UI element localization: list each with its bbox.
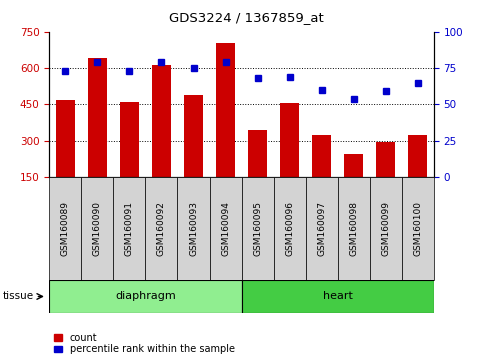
Text: GSM160093: GSM160093 xyxy=(189,201,198,256)
Text: GSM160100: GSM160100 xyxy=(413,201,423,256)
Text: GSM160098: GSM160098 xyxy=(349,201,358,256)
Bar xyxy=(113,177,145,280)
Bar xyxy=(280,103,299,177)
Text: GSM160089: GSM160089 xyxy=(61,201,70,256)
Bar xyxy=(338,177,370,280)
Bar xyxy=(152,64,171,177)
Text: GSM160099: GSM160099 xyxy=(381,201,390,256)
Bar xyxy=(344,154,363,177)
Text: GSM160095: GSM160095 xyxy=(253,201,262,256)
Text: GSM160092: GSM160092 xyxy=(157,201,166,256)
Bar xyxy=(312,135,331,177)
Text: GSM160090: GSM160090 xyxy=(93,201,102,256)
Bar xyxy=(274,177,306,280)
Text: GSM160097: GSM160097 xyxy=(317,201,326,256)
Text: heart: heart xyxy=(323,291,352,302)
Bar xyxy=(120,102,139,177)
Bar xyxy=(306,177,338,280)
Text: GSM160094: GSM160094 xyxy=(221,201,230,256)
Bar xyxy=(242,177,274,280)
Bar xyxy=(242,280,434,313)
Text: tissue: tissue xyxy=(2,291,34,302)
Text: GSM160091: GSM160091 xyxy=(125,201,134,256)
Bar xyxy=(145,177,177,280)
Bar xyxy=(370,177,402,280)
Bar xyxy=(49,280,242,313)
Bar xyxy=(184,95,203,177)
Bar xyxy=(408,135,427,177)
Bar xyxy=(56,99,75,177)
Legend: count, percentile rank within the sample: count, percentile rank within the sample xyxy=(54,332,235,354)
Text: diaphragm: diaphragm xyxy=(115,291,176,302)
Bar xyxy=(177,177,210,280)
Text: GDS3224 / 1367859_at: GDS3224 / 1367859_at xyxy=(169,11,324,24)
Bar xyxy=(88,58,107,177)
Bar xyxy=(248,130,267,177)
Bar xyxy=(376,142,395,177)
Bar xyxy=(216,43,235,177)
Text: GSM160096: GSM160096 xyxy=(285,201,294,256)
Bar xyxy=(402,177,434,280)
Bar xyxy=(49,177,81,280)
Bar xyxy=(210,177,242,280)
Bar xyxy=(81,177,113,280)
